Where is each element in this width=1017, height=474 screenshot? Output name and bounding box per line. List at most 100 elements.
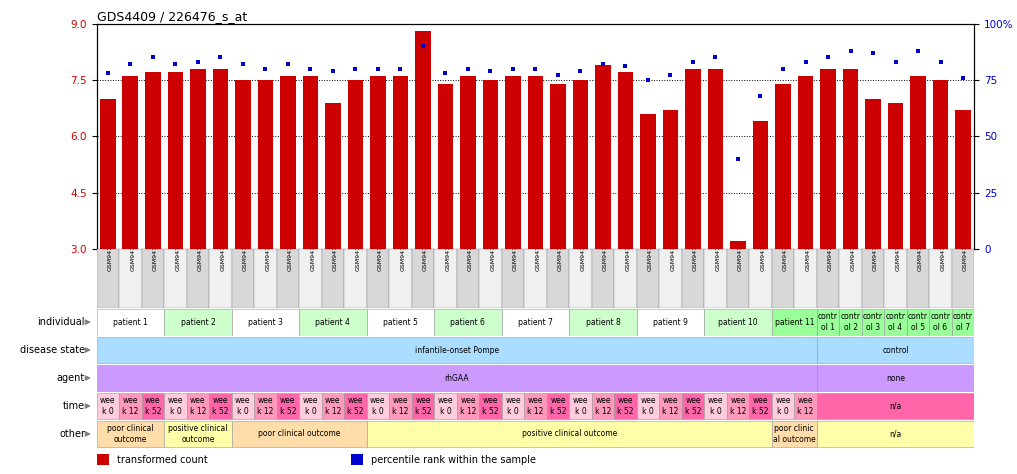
Bar bbox=[524, 392, 547, 419]
Text: poor clinic
al outcome: poor clinic al outcome bbox=[773, 424, 816, 444]
Bar bbox=[412, 249, 434, 308]
Bar bbox=[708, 69, 723, 249]
Text: contr
ol 2: contr ol 2 bbox=[840, 312, 860, 332]
Bar bbox=[277, 392, 299, 419]
Bar bbox=[617, 73, 634, 249]
Text: positive clinical outcome: positive clinical outcome bbox=[522, 429, 617, 438]
Bar bbox=[663, 110, 678, 249]
Bar bbox=[907, 249, 930, 308]
Text: patient 6: patient 6 bbox=[451, 318, 485, 327]
Bar bbox=[704, 309, 772, 336]
Bar bbox=[97, 337, 817, 364]
Text: wee
k 12: wee k 12 bbox=[662, 396, 678, 416]
Text: disease state: disease state bbox=[20, 345, 85, 355]
Text: wee
k 12: wee k 12 bbox=[527, 396, 544, 416]
Text: other: other bbox=[59, 429, 85, 439]
Bar bbox=[348, 80, 363, 249]
Text: contr
ol 5: contr ol 5 bbox=[908, 312, 929, 332]
Text: GSM947481: GSM947481 bbox=[850, 233, 855, 271]
Bar bbox=[817, 309, 839, 336]
Text: wee
k 12: wee k 12 bbox=[190, 396, 206, 416]
Text: GSM947500: GSM947500 bbox=[401, 233, 406, 271]
Bar bbox=[528, 76, 543, 249]
Bar bbox=[547, 392, 570, 419]
Text: contr
ol 7: contr ol 7 bbox=[953, 312, 973, 332]
Bar bbox=[390, 392, 412, 419]
Bar bbox=[321, 249, 344, 308]
Bar bbox=[434, 309, 501, 336]
Bar bbox=[750, 249, 772, 308]
Text: wee
k 12: wee k 12 bbox=[797, 396, 814, 416]
Bar bbox=[955, 110, 971, 249]
Bar bbox=[119, 249, 141, 308]
Bar bbox=[299, 309, 367, 336]
Bar bbox=[97, 309, 164, 336]
Bar bbox=[457, 392, 479, 419]
Bar bbox=[213, 69, 228, 249]
Bar bbox=[775, 84, 791, 249]
Text: GSM947480: GSM947480 bbox=[828, 233, 833, 271]
Text: patient 8: patient 8 bbox=[586, 318, 620, 327]
Bar bbox=[122, 76, 138, 249]
Bar bbox=[730, 241, 745, 249]
Bar bbox=[817, 249, 839, 308]
Text: wee
k 52: wee k 52 bbox=[550, 396, 566, 416]
Bar bbox=[952, 249, 974, 308]
Text: GSM947491: GSM947491 bbox=[198, 233, 202, 271]
Text: GSM947497: GSM947497 bbox=[333, 233, 338, 271]
Bar bbox=[614, 249, 637, 308]
Bar bbox=[772, 420, 817, 447]
Bar bbox=[659, 392, 681, 419]
Bar bbox=[97, 365, 817, 392]
Text: GSM947498: GSM947498 bbox=[355, 233, 360, 271]
Text: wee
k 52: wee k 52 bbox=[213, 396, 229, 416]
Bar bbox=[817, 420, 974, 447]
Text: GSM947485: GSM947485 bbox=[941, 233, 946, 271]
Bar bbox=[97, 455, 109, 465]
Text: GSM947508: GSM947508 bbox=[581, 233, 586, 271]
Bar bbox=[210, 249, 232, 308]
Bar bbox=[344, 392, 367, 419]
Text: patient 5: patient 5 bbox=[383, 318, 418, 327]
Bar bbox=[933, 80, 949, 249]
Bar bbox=[501, 309, 570, 336]
Bar bbox=[884, 249, 907, 308]
Bar bbox=[437, 84, 454, 249]
Bar bbox=[570, 249, 592, 308]
Bar bbox=[164, 309, 232, 336]
Bar bbox=[794, 249, 817, 308]
Text: GSM947518: GSM947518 bbox=[805, 233, 811, 271]
Bar bbox=[393, 76, 408, 249]
Bar bbox=[524, 249, 547, 308]
Text: poor clinical outcome: poor clinical outcome bbox=[258, 429, 341, 438]
Text: n/a: n/a bbox=[890, 401, 902, 410]
Bar bbox=[232, 392, 254, 419]
Bar bbox=[772, 249, 794, 308]
Bar bbox=[704, 249, 727, 308]
Text: wee
k 12: wee k 12 bbox=[595, 396, 611, 416]
Text: wee
k 12: wee k 12 bbox=[460, 396, 476, 416]
Bar bbox=[482, 80, 498, 249]
Text: patient 10: patient 10 bbox=[718, 318, 758, 327]
Text: infantile-onset Pompe: infantile-onset Pompe bbox=[415, 346, 498, 355]
Text: GSM947513: GSM947513 bbox=[693, 233, 698, 271]
Text: GSM947482: GSM947482 bbox=[873, 233, 878, 271]
Text: wee
k 52: wee k 52 bbox=[280, 396, 296, 416]
Bar bbox=[187, 249, 210, 308]
Bar bbox=[681, 249, 704, 308]
Bar bbox=[141, 392, 164, 419]
Bar bbox=[753, 121, 769, 249]
Bar bbox=[550, 84, 565, 249]
Bar bbox=[637, 249, 659, 308]
Bar bbox=[299, 392, 321, 419]
Bar bbox=[351, 455, 363, 465]
Text: wee
k 12: wee k 12 bbox=[730, 396, 746, 416]
Text: wee
k 52: wee k 52 bbox=[617, 396, 634, 416]
Text: wee
k 0: wee k 0 bbox=[641, 396, 656, 416]
Bar bbox=[254, 249, 277, 308]
Bar bbox=[412, 392, 434, 419]
Bar bbox=[952, 309, 974, 336]
Bar bbox=[168, 73, 183, 249]
Bar bbox=[164, 392, 187, 419]
Text: GSM947501: GSM947501 bbox=[423, 233, 428, 271]
